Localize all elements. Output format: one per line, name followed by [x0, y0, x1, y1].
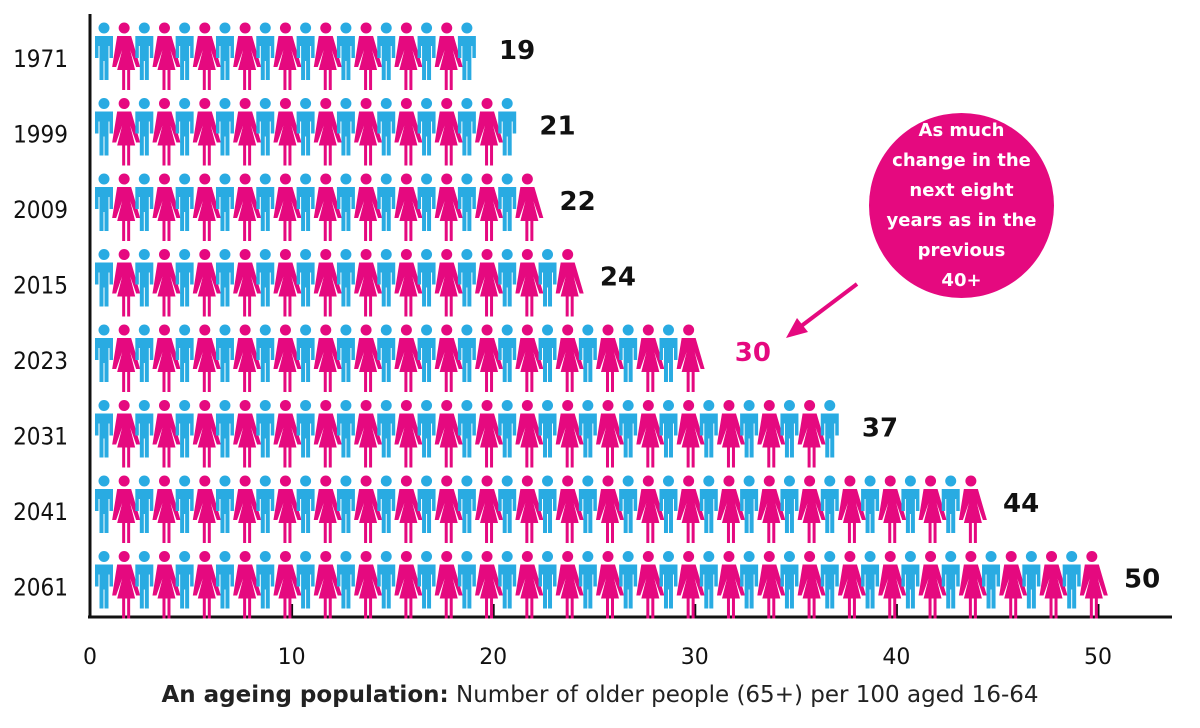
pictogram-bar — [95, 98, 517, 166]
x-tick-label: 50 — [1084, 645, 1112, 670]
y-category-label: 2023 — [13, 347, 68, 375]
y-category-label: 2031 — [13, 423, 68, 451]
y-category-label: 2061 — [13, 574, 68, 602]
y-category-label: 2041 — [13, 498, 68, 526]
y-category-label: 2009 — [13, 196, 68, 224]
annotation-arrowhead — [786, 318, 808, 338]
annotation-text: As much change in the next eight years a… — [886, 119, 1037, 291]
data-label: 19 — [499, 36, 535, 66]
x-tick-label: 10 — [278, 645, 306, 670]
data-label: 22 — [560, 187, 596, 217]
data-label: 50 — [1124, 565, 1160, 595]
data-label: 21 — [539, 112, 575, 142]
pictogram-bar — [95, 173, 544, 241]
data-label: 44 — [1003, 489, 1039, 519]
pictogram-bar — [95, 551, 1108, 619]
y-category-label: 1999 — [13, 121, 68, 149]
y-category-label: 1971 — [13, 45, 68, 73]
x-tick-label: 0 — [83, 645, 97, 670]
x-tick-label: 40 — [882, 645, 910, 670]
annotation-arrow — [798, 282, 859, 329]
pictogram-bar — [95, 400, 839, 468]
pictogram-bar — [95, 324, 705, 392]
x-tick-label: 30 — [681, 645, 709, 670]
caption-text: Number of older people (65+) per 100 age… — [448, 682, 1039, 708]
pictogram-bar — [95, 22, 476, 90]
data-label: 24 — [600, 263, 636, 293]
x-tick-label: 20 — [479, 645, 507, 670]
pictogram-bar — [95, 249, 584, 317]
data-label: 30 — [735, 338, 771, 368]
annotation-bubble: As much change in the next eight years a… — [869, 113, 1054, 298]
chart-caption: An ageing population: Number of older pe… — [0, 682, 1200, 708]
pictogram-bar — [95, 475, 987, 543]
data-label: 37 — [862, 414, 898, 444]
y-category-label: 2015 — [13, 272, 68, 300]
caption-bold: An ageing population: — [161, 682, 449, 708]
